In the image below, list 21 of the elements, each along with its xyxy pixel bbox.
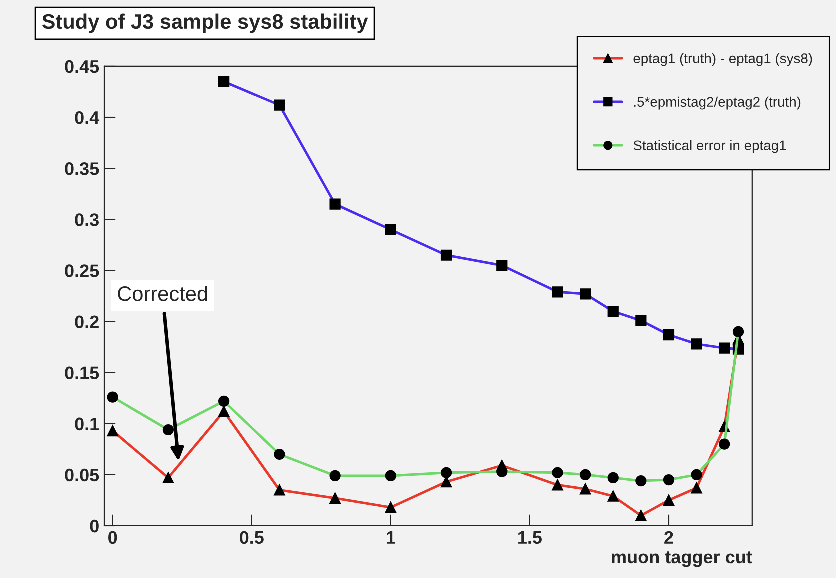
y-tick-label: 0.1 [75,418,100,431]
x-tick-label: 1.5 [518,532,542,544]
x-tick-label: 1 [387,532,396,544]
legend-label: .5*epmistag2/eptag2 (truth) [634,96,801,110]
legend-label: eptag1 (truth) - eptag1 (sys8) [634,53,812,66]
y-tick-label: 0.15 [65,366,100,380]
y-tick-label: 0 [90,520,99,533]
y-tick-label: 0.2 [75,316,99,328]
x-tick-label: 2 [664,531,674,544]
y-tick-label: 0.25 [65,264,100,278]
y-tick-label: 0.3 [75,214,99,226]
chart-title: Study of J3 sample sys8 stability [42,14,368,34]
y-tick-label: 0.4 [75,111,100,124]
legend-label: Statistical error in eptag1 [634,140,786,154]
y-tick-label: 0.05 [65,468,100,482]
x-tick-label: 0 [108,531,118,544]
y-tick-label: 0.45 [65,60,100,74]
annotation: Corrected [118,286,208,302]
x-axis-title: muon tagger cut [612,552,752,568]
y-tick-label: 0.35 [65,162,100,176]
x-tick-label: 0.5 [240,531,264,544]
